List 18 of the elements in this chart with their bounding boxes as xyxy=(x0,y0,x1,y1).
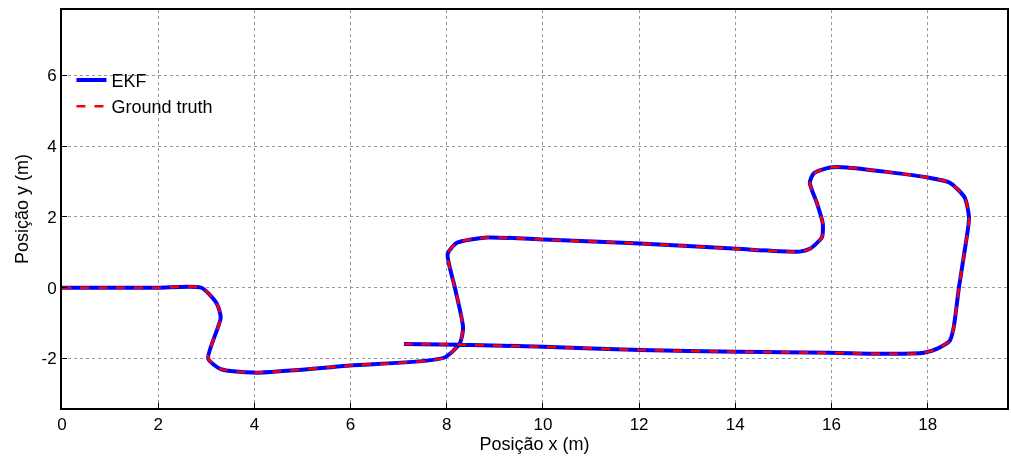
x-tick-label: 10 xyxy=(533,415,553,435)
x-tick-label: 6 xyxy=(345,415,356,435)
x-tick-label: 4 xyxy=(249,415,260,435)
y-tick-label: 6 xyxy=(47,66,57,86)
x-tick-label: 2 xyxy=(153,415,163,435)
x-tick-label: 8 xyxy=(442,415,452,435)
y-tick-label: 0 xyxy=(47,278,57,298)
legend-label: Ground truth xyxy=(111,97,213,118)
x-tick-label: 14 xyxy=(725,415,745,435)
y-tick-label: 2 xyxy=(47,207,57,227)
x-axis-title: Posição x (m) xyxy=(479,434,590,455)
y-tick-label: 4 xyxy=(47,137,57,157)
legend-label: EKF xyxy=(111,70,147,91)
y-axis-title: Posição y (m) xyxy=(12,153,33,265)
y-tick-label: -2 xyxy=(41,349,57,369)
x-tick-label: 12 xyxy=(629,415,649,435)
x-tick-label: 18 xyxy=(918,415,938,435)
x-tick-label: 16 xyxy=(822,415,841,435)
